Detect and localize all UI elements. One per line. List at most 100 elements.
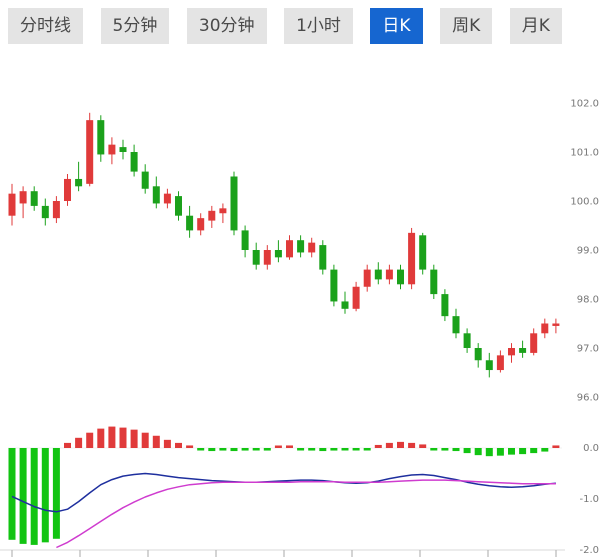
- macd-bar: [208, 448, 216, 452]
- candle-body: [86, 120, 94, 184]
- candle-body: [263, 250, 271, 265]
- candle-body: [297, 240, 305, 253]
- macd-bar: [252, 448, 260, 451]
- macd-bar: [41, 448, 49, 543]
- macd-histogram: [8, 426, 560, 545]
- candle-body: [175, 196, 182, 216]
- macd-bar: [163, 439, 171, 448]
- macd-bar: [352, 448, 360, 451]
- candle-body: [252, 250, 260, 265]
- price-axis-label: 96.0: [577, 393, 599, 404]
- macd-bar: [463, 448, 471, 454]
- candle-body: [286, 240, 293, 258]
- tab-timeline[interactable]: 分时线: [8, 8, 83, 45]
- macd-bar: [64, 442, 71, 448]
- candle-body: [119, 147, 127, 152]
- candle-body: [552, 323, 560, 326]
- macd-bar: [496, 448, 504, 456]
- tab-weekly-k[interactable]: 周K: [440, 8, 493, 45]
- candle-body: [230, 176, 238, 231]
- candle-body: [352, 286, 360, 309]
- candle-body: [97, 120, 105, 155]
- candle-body: [274, 250, 282, 258]
- macd-bar: [141, 432, 149, 448]
- macd-bar: [19, 448, 27, 544]
- macd-bar: [219, 448, 227, 451]
- macd-bar: [308, 448, 316, 451]
- macd-bar: [452, 448, 460, 452]
- macd-bar: [241, 448, 249, 451]
- price-axis-label: 99.0: [577, 246, 599, 257]
- candle-body: [441, 294, 449, 317]
- candle-body: [163, 193, 171, 204]
- macd-bar: [374, 444, 382, 448]
- price-axis-label: 100.0: [570, 197, 599, 208]
- macd-axis-labels: 0.0 -1.0 -2.0: [579, 443, 599, 556]
- candle-body: [41, 205, 49, 219]
- x-axis-ticks: [0, 549, 565, 557]
- macd-bar: [541, 448, 549, 452]
- macd-bar: [97, 428, 105, 448]
- candle-body: [385, 269, 393, 280]
- candle-body: [108, 144, 116, 155]
- candle-body: [30, 191, 38, 206]
- candle-body: [52, 201, 60, 219]
- tab-1hour[interactable]: 1小时: [284, 8, 353, 45]
- dea-line: [56, 479, 556, 549]
- macd-bar: [8, 448, 16, 540]
- dif-line: [11, 472, 556, 513]
- macd-bar: [75, 437, 83, 448]
- macd-bar: [363, 448, 371, 451]
- candle-body: [19, 191, 27, 204]
- macd-bar: [319, 448, 327, 452]
- macd-bar: [108, 426, 116, 448]
- macd-axis-label: -1.0: [579, 494, 599, 505]
- tab-daily-k[interactable]: 日K: [370, 8, 423, 45]
- macd-axis-label: 0.0: [583, 443, 599, 454]
- candle-body: [541, 323, 549, 334]
- candle-body: [397, 269, 404, 285]
- price-axis-labels: 102.0 101.0 100.0 99.0 98.0 97.0 96.0: [570, 99, 599, 404]
- candle-body: [130, 152, 138, 172]
- candle-body: [141, 171, 149, 189]
- timeframe-tabbar: 分时线 5分钟 30分钟 1小时 日K 周K 月K: [8, 8, 562, 45]
- candle-body: [308, 242, 316, 253]
- candle-body: [474, 348, 482, 361]
- macd-bar: [119, 427, 127, 448]
- candle-body: [496, 355, 504, 371]
- candle-body: [208, 210, 216, 221]
- macd-bar: [485, 448, 493, 457]
- candle-body: [430, 269, 438, 295]
- tab-monthly-k[interactable]: 月K: [509, 8, 562, 45]
- macd-bar: [152, 435, 160, 448]
- macd-bar: [419, 444, 427, 448]
- candle-body: [452, 316, 460, 334]
- candle-body: [530, 333, 538, 353]
- candle-body: [419, 235, 427, 270]
- macd-bar: [330, 448, 338, 451]
- candle-body: [186, 215, 194, 231]
- candle-body: [508, 348, 515, 356]
- candle-body: [341, 301, 349, 309]
- macd-bar: [385, 442, 393, 448]
- macd-bar: [441, 448, 449, 451]
- tab-30min[interactable]: 30分钟: [186, 8, 267, 45]
- candle-body: [374, 269, 382, 280]
- macd-bar: [408, 442, 416, 448]
- candle-body: [75, 178, 83, 187]
- macd-bar: [175, 442, 182, 448]
- candle-body: [330, 269, 338, 302]
- tab-5min[interactable]: 5分钟: [100, 8, 170, 45]
- candle-body: [8, 193, 16, 216]
- candle-body: [64, 178, 71, 201]
- price-axis-label: 98.0: [577, 295, 599, 306]
- macd-bar: [197, 448, 205, 451]
- macd-bar: [230, 448, 238, 452]
- price-axis-label: 102.0: [570, 99, 599, 110]
- candle-body: [519, 348, 527, 353]
- macd-axis-label: -2.0: [579, 545, 599, 556]
- macd-bar: [430, 448, 438, 451]
- candles-group: [8, 112, 560, 378]
- macd-bar: [130, 429, 138, 448]
